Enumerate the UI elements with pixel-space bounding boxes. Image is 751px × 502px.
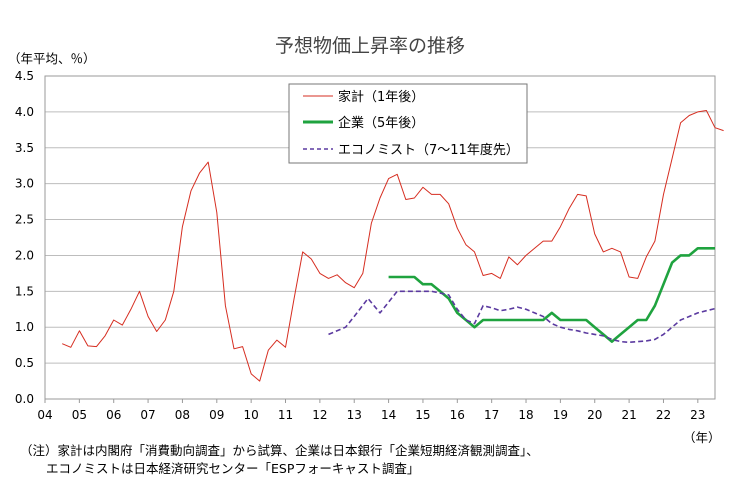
x-tick-label: 06 bbox=[106, 408, 121, 422]
x-tick-label: 18 bbox=[518, 408, 533, 422]
legend-label-corporate: 企業（5年後） bbox=[338, 115, 424, 131]
legend-label-economist: エコノミスト（7～11年度先） bbox=[338, 142, 519, 158]
x-tick-label: 10 bbox=[244, 408, 259, 422]
y-tick-label: 1.5 bbox=[15, 284, 34, 298]
y-tick-label: 3.0 bbox=[15, 177, 34, 191]
y-ticks: 0.0 0.5 1.0 1.5 2.0 2.5 3.0 3.5 4.0 4.5 bbox=[15, 69, 34, 406]
legend: 家計（1年後） 企業（5年後） エコノミスト（7～11年度先） bbox=[288, 83, 528, 164]
y-tick-label: 3.5 bbox=[15, 141, 34, 155]
x-ticks: 04 05 06 07 08 09 10 11 12 13 14 15 16 17 18 19 20 21 22 23 bbox=[37, 399, 705, 422]
x-tick-label: 11 bbox=[278, 408, 293, 422]
x-tick-label: 05 bbox=[72, 408, 87, 422]
x-tick-label: 14 bbox=[381, 408, 396, 422]
plot-area bbox=[44, 75, 716, 400]
x-tick-label: 20 bbox=[587, 408, 602, 422]
x-tick-label: 12 bbox=[312, 408, 327, 422]
chart: 予想物価上昇率の推移 （年平均、％） （年） 0.0 0.5 1.0 1.5 2.0 2.… bbox=[8, 35, 724, 445]
series-household-line bbox=[62, 110, 724, 382]
x-axis-unit: （年） bbox=[683, 430, 721, 445]
series-group bbox=[62, 110, 724, 382]
y-axis-label: （年平均、％） bbox=[8, 51, 96, 66]
y-tick-label: 1.0 bbox=[15, 320, 34, 334]
y-tick-label: 0.5 bbox=[15, 356, 34, 370]
y-tick-label: 0.0 bbox=[15, 392, 34, 406]
x-tick-label: 07 bbox=[140, 408, 155, 422]
legend-label-household: 家計（1年後） bbox=[338, 89, 424, 105]
x-tick-label: 04 bbox=[37, 408, 52, 422]
y-tick-label: 2.5 bbox=[15, 213, 34, 227]
y-tick-label: 2.0 bbox=[15, 248, 34, 262]
x-tick-label: 17 bbox=[484, 408, 499, 422]
chart-title: 予想物価上昇率の推移 bbox=[275, 35, 465, 57]
x-tick-label: 22 bbox=[656, 408, 671, 422]
y-tick-label: 4.0 bbox=[15, 105, 34, 119]
x-tick-label: 09 bbox=[209, 408, 224, 422]
series-economist-line bbox=[328, 290, 716, 344]
y-tick-label: 4.5 bbox=[15, 69, 34, 83]
footnote-line-1: （注）家計は内閣府「消費動向調査」から試算、企業は日本銀行「企業短期経済観測調査… bbox=[20, 443, 539, 458]
x-tick-label: 13 bbox=[347, 408, 362, 422]
footnote-line-2: エコノミストは日本経済研究センター「ESPフォーキャスト調査」 bbox=[46, 461, 420, 476]
x-tick-label: 21 bbox=[621, 408, 636, 422]
x-tick-label: 08 bbox=[175, 408, 190, 422]
grid bbox=[45, 111, 715, 364]
x-tick-label: 23 bbox=[690, 408, 705, 422]
x-tick-label: 19 bbox=[553, 408, 568, 422]
x-tick-label: 15 bbox=[415, 408, 430, 422]
x-tick-label: 16 bbox=[450, 408, 465, 422]
